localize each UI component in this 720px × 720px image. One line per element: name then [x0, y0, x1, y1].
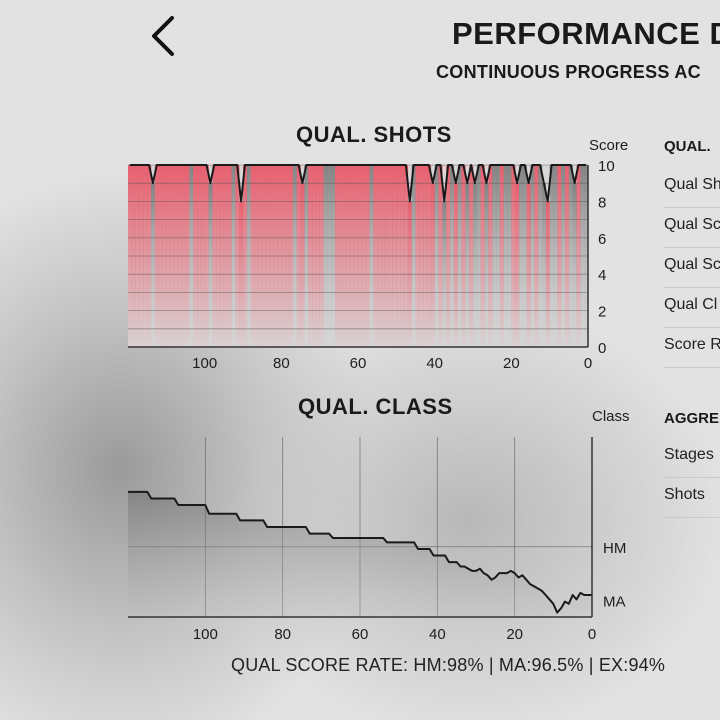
shots-y-axis-label: Score — [589, 137, 629, 154]
shots-section-head: QUAL. — [664, 138, 711, 155]
shots-y-tick-label: 8 — [598, 194, 606, 211]
shots-bar — [572, 183, 577, 347]
back-button[interactable] — [146, 14, 182, 58]
shots-bar — [151, 183, 156, 347]
page-title: PERFORMANCE D — [452, 16, 720, 51]
chevron-left-icon[interactable] — [146, 14, 182, 58]
class-x-tick-label: 0 — [588, 626, 596, 643]
shots-bar — [465, 183, 470, 347]
side-list-item[interactable]: Score R — [664, 327, 720, 368]
shots-bar — [515, 183, 520, 347]
shots-y-tick-label: 6 — [598, 231, 606, 248]
shots-bar — [484, 183, 489, 347]
class-line — [128, 490, 592, 614]
class-section-head: AGGRE — [664, 410, 720, 427]
class-x-tick-label: 60 — [352, 626, 369, 643]
shots-bar — [300, 183, 305, 347]
shots-chart-title: QUAL. SHOTS — [296, 122, 452, 147]
side-list-item[interactable]: Shots — [664, 477, 720, 518]
shots-bar — [208, 183, 213, 347]
shots-bar — [526, 183, 531, 347]
shots-y-tick-label: 10 — [598, 158, 615, 175]
shots-x-tick-label: 20 — [503, 355, 520, 372]
class-area — [128, 491, 592, 617]
side-list-item[interactable]: Qual Sc — [664, 207, 720, 248]
shots-x-tick-label: 80 — [273, 355, 290, 372]
shots-y-tick-label: 4 — [598, 267, 606, 284]
class-x-tick-label: 80 — [274, 626, 291, 643]
shots-y-tick-label: 2 — [598, 304, 606, 321]
qual-score-rate: QUAL SCORE RATE: HM:98% | MA:96.5% | EX:… — [231, 655, 666, 675]
page-subtitle: CONTINUOUS PROGRESS AC — [436, 62, 701, 82]
class-y-tick-label: HM — [603, 540, 626, 557]
side-list-item[interactable]: Stages — [664, 437, 720, 478]
shots-score-line — [129, 164, 587, 203]
shots-x-tick-label: 40 — [426, 355, 443, 372]
class-x-tick-label: 100 — [193, 626, 218, 643]
class-x-tick-label: 40 — [429, 626, 446, 643]
shots-y-tick-label: 0 — [598, 340, 606, 357]
class-y-axis-label: Class — [592, 408, 630, 425]
class-x-tick-label: 20 — [506, 626, 523, 643]
shots-bar — [473, 183, 478, 347]
shots-x-tick-label: 0 — [584, 355, 592, 372]
side-list-item[interactable]: Qual Cl — [664, 287, 720, 328]
shots-x-tick-label: 60 — [350, 355, 367, 372]
side-list-item[interactable]: Qual Sh — [664, 167, 720, 208]
class-y-tick-label: MA — [603, 594, 626, 611]
side-list-item[interactable]: Qual Sc — [664, 247, 720, 288]
shots-bar — [453, 183, 458, 347]
shots-x-tick-label: 100 — [192, 355, 217, 372]
class-chart-title: QUAL. CLASS — [298, 394, 453, 419]
shots-bar — [542, 183, 547, 347]
shots-bar — [430, 183, 435, 347]
